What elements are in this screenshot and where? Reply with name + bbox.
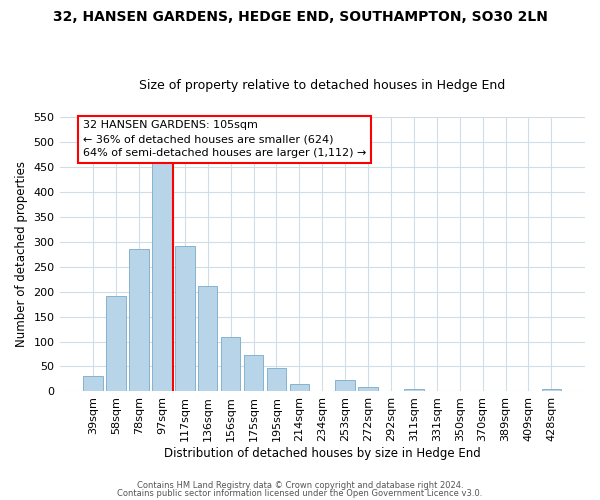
Text: Contains public sector information licensed under the Open Government Licence v3: Contains public sector information licen… <box>118 488 482 498</box>
Bar <box>267 368 286 392</box>
X-axis label: Distribution of detached houses by size in Hedge End: Distribution of detached houses by size … <box>164 447 481 460</box>
Bar <box>358 388 378 392</box>
Title: Size of property relative to detached houses in Hedge End: Size of property relative to detached ho… <box>139 79 505 92</box>
Text: 32, HANSEN GARDENS, HEDGE END, SOUTHAMPTON, SO30 2LN: 32, HANSEN GARDENS, HEDGE END, SOUTHAMPT… <box>53 10 547 24</box>
Bar <box>198 286 217 392</box>
Bar <box>290 384 309 392</box>
Text: Contains HM Land Registry data © Crown copyright and database right 2024.: Contains HM Land Registry data © Crown c… <box>137 481 463 490</box>
Text: 32 HANSEN GARDENS: 105sqm
← 36% of detached houses are smaller (624)
64% of semi: 32 HANSEN GARDENS: 105sqm ← 36% of detac… <box>83 120 366 158</box>
Bar <box>152 163 172 392</box>
Bar <box>175 246 194 392</box>
Y-axis label: Number of detached properties: Number of detached properties <box>15 161 28 347</box>
Bar <box>221 336 241 392</box>
Bar <box>129 249 149 392</box>
Bar <box>83 376 103 392</box>
Bar <box>542 390 561 392</box>
Bar <box>106 296 126 392</box>
Bar <box>244 354 263 392</box>
Bar <box>404 389 424 392</box>
Bar <box>335 380 355 392</box>
